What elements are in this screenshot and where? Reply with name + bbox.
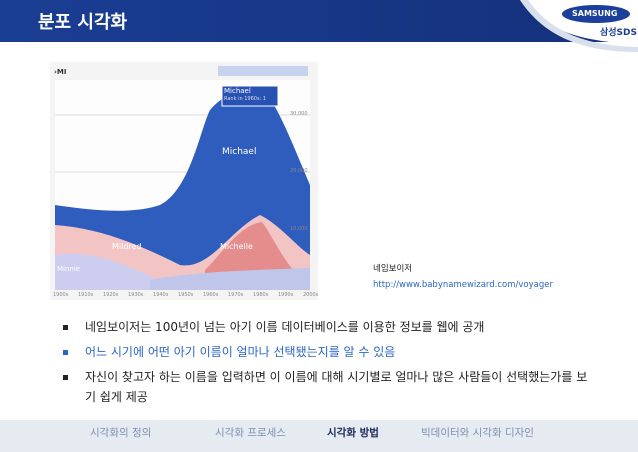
stream-lavender [55, 253, 155, 290]
stream-label: Mildred [112, 242, 142, 251]
bullet: 네임보이저는 100년이 넘는 아기 이름 데이터베이스를 이용한 정보를 웹에… [85, 320, 485, 334]
bullet-marker [63, 325, 68, 330]
bullet: 어느 시기에 어떤 아기 이름이 얼마나 선택됐는지를 알 수 있음 [85, 345, 396, 359]
tooltip [221, 85, 279, 107]
decade-label: 1910s [78, 292, 94, 298]
legend-strip [218, 66, 308, 76]
stream-label: Michelle [220, 242, 253, 251]
decade-label: 1980s [253, 292, 269, 298]
decade-label: 1970s [228, 292, 244, 298]
nav-item[interactable]: 시각화 프로세스 [215, 427, 286, 439]
decade-label: 1950s [178, 292, 194, 298]
nav-bar [0, 420, 638, 452]
decade-label: 2000s [303, 292, 319, 298]
nav-item[interactable]: 빅데이터와 시각화 디자인 [421, 427, 534, 439]
bullet: 자신이 찾고자 하는 이름을 입력하면 이 이름에 대해 시기별로 얼마나 많은… [85, 370, 588, 404]
decade-label: 1930s [128, 292, 144, 298]
tooltip-name: Michael [224, 87, 251, 95]
decade-label: 1960s [203, 292, 219, 298]
bullet-marker [63, 375, 68, 380]
nav-item-active[interactable]: 시각화 방법 [327, 427, 379, 439]
y-label: 20,000 [290, 168, 308, 174]
stream-lower [150, 268, 310, 290]
title: 분포 시각화 [38, 12, 128, 33]
decade-label: 1920s [103, 292, 119, 298]
logo-sub: 삼성SDS [600, 28, 637, 38]
link[interactable]: http://www.babynamewizard.com/voyager [373, 280, 553, 290]
logo: SAMSUNG [572, 9, 618, 18]
caption: 네임보이저 [373, 264, 413, 274]
query: ›MI [54, 68, 67, 76]
y-label: 10,000 [290, 226, 308, 232]
logo-ellipse [562, 5, 630, 23]
stream-label: Michael [222, 147, 257, 157]
decade-label: 1940s [153, 292, 169, 298]
decade-label: 1990s [278, 292, 294, 298]
y-label: 30,000 [290, 111, 308, 117]
decade-label: 1900s [53, 292, 69, 298]
bullet-marker [63, 350, 68, 355]
logo-curve-edge [520, 0, 638, 52]
tooltip-rank: Rank in 1960s: 1 [224, 96, 267, 102]
stream-label: Minnie [57, 265, 81, 273]
nav-item[interactable]: 시각화의 정의 [90, 427, 152, 439]
